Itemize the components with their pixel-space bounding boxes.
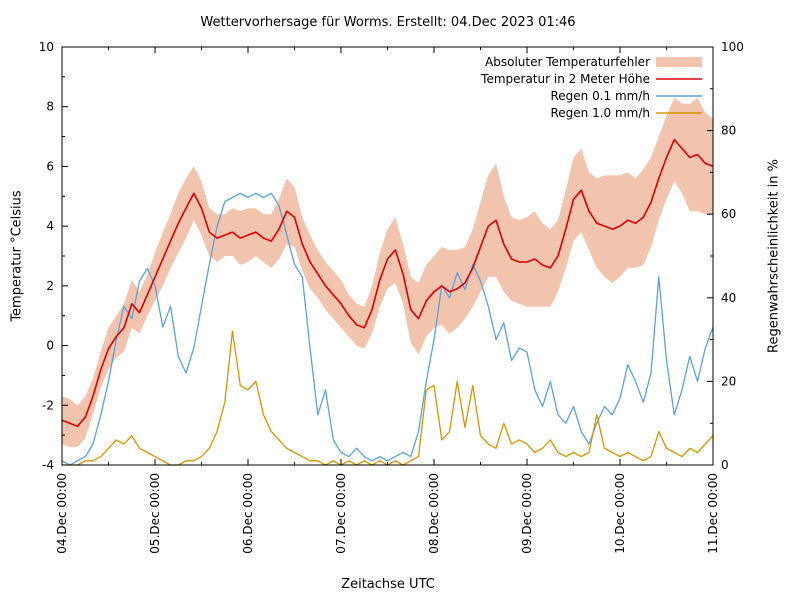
temperature-line — [61, 138, 714, 428]
legend-label: Absoluter Temperaturfehler — [485, 55, 650, 69]
x-tick-label: 09.Dec 00:00 — [520, 473, 534, 554]
y-right-tick-label: 40 — [721, 291, 736, 305]
y-left-tick-label: -4 — [42, 458, 54, 472]
x-tick-label: 06.Dec 00:00 — [241, 473, 255, 554]
chart-title: Wettervorhersage für Worms. Erstellt: 04… — [200, 15, 576, 30]
y-left-ticks — [62, 46, 68, 466]
x-tick-label: 08.Dec 00:00 — [427, 473, 441, 554]
y-left-tick-label: -2 — [42, 398, 54, 412]
legend: Absoluter Temperaturfehler Temperatur in … — [480, 55, 702, 120]
legend-label: Regen 1.0 mm/h — [550, 106, 650, 120]
legend-band-swatch — [656, 57, 702, 67]
y-axis-label-left: Temperatur °Celsius — [9, 190, 25, 322]
x-tick-label: 05.Dec 00:00 — [148, 473, 162, 554]
temperature-error-band — [62, 97, 713, 448]
y-right-tick-label: 60 — [721, 207, 736, 221]
y-right-ticks — [707, 46, 713, 466]
x-tick-label: 07.Dec 00:00 — [334, 473, 348, 554]
y-right-tick-label: 80 — [721, 124, 736, 138]
y-left-tick-label: 0 — [46, 339, 54, 353]
legend-label: Regen 0.1 mm/h — [550, 89, 650, 103]
rain-1.0-line — [62, 330, 714, 466]
legend-label: Temperatur in 2 Meter Höhe — [480, 72, 650, 86]
x-tick-label: 11.Dec 00:00 — [706, 473, 720, 554]
y-left-tick-label: 2 — [46, 279, 54, 293]
x-axis-label: Zeitachse UTC — [341, 577, 435, 592]
y-right-tick-label: 100 — [721, 40, 744, 54]
y-right-tick-label: 0 — [721, 458, 729, 472]
y-right-tick-label: 20 — [721, 374, 736, 388]
rain-0.1-line — [61, 192, 714, 466]
x-tick-label: 10.Dec 00:00 — [613, 473, 627, 554]
y-axis-label-right: Regenwahrscheinlichkeit in % — [766, 159, 782, 353]
y-left-tick-label: 6 — [46, 159, 54, 173]
x-tick-label: 04.Dec 00:00 — [55, 473, 69, 554]
y-left-tick-label: 8 — [46, 100, 54, 114]
y-left-tick-label: 4 — [46, 219, 54, 233]
x-ticks — [61, 47, 714, 465]
y-left-tick-label: 10 — [39, 40, 54, 54]
